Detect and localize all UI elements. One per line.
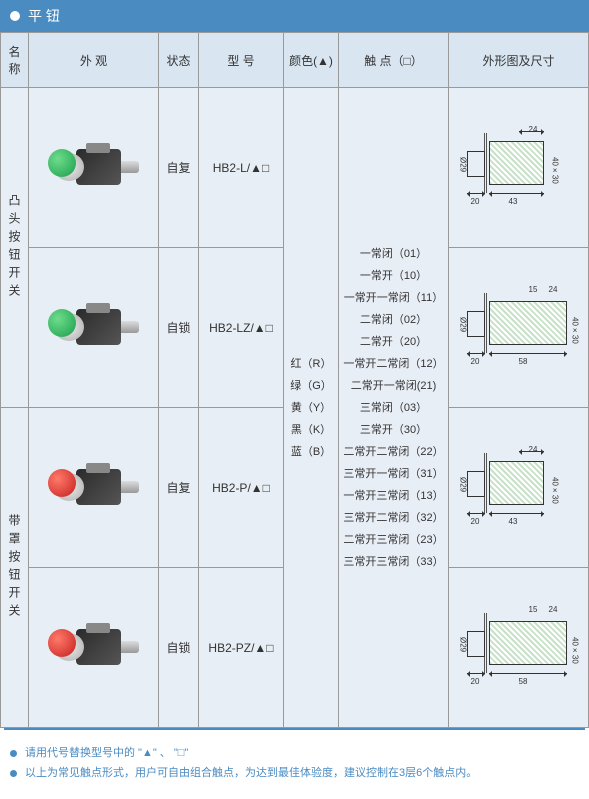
contact-item: 三常开一常闭（31） (343, 463, 444, 485)
dim-right: 40×30 (551, 477, 560, 504)
color-k: 黑（K） (288, 419, 334, 441)
contact-item: 二常开一常闭(21) (343, 375, 444, 397)
col-name: 名称 (1, 33, 29, 88)
note-2-text: 以上为常见触点形式，用户可自由组合触点，为达到最佳体验度，建议控制在3层6个触点… (25, 764, 477, 784)
dim-left: Ø29 (459, 637, 468, 652)
model-3: HB2-P/▲□ (199, 408, 284, 568)
color-r: 红（R） (288, 353, 334, 375)
model-2: HB2-LZ/▲□ (199, 248, 284, 408)
tech-drawing-icon: 24 40×30 Ø29 20 43 (459, 443, 579, 533)
note-row-2: 以上为常见触点形式，用户可自由组合触点，为达到最佳体验度，建议控制在3层6个触点… (10, 764, 579, 784)
header-row: 名称 外 观 状态 型 号 颜色(▲) 触 点（□） 外形图及尺寸 (1, 33, 589, 88)
col-status: 状态 (159, 33, 199, 88)
status-2: 自锁 (159, 248, 199, 408)
dim-right: 40×30 (571, 317, 580, 344)
footer-notes: 请用代号替换型号中的 "▲" 、 "□" 以上为常见触点形式，用户可自由组合触点… (0, 736, 589, 798)
col-model: 型 号 (199, 33, 284, 88)
dim-top: 24 (549, 605, 558, 614)
color-y: 黄（Y） (288, 397, 334, 419)
pushbutton-icon (46, 135, 141, 200)
contact-item: 二常开（20） (343, 331, 444, 353)
dim-left: Ø29 (459, 157, 468, 172)
tech-drawing-icon: 24 15 40×30 Ø29 20 58 (459, 283, 579, 373)
tech-drawing-icon: 24 40×30 Ø29 20 43 (459, 123, 579, 213)
contact-item: 一常开一常闭（11） (343, 287, 444, 309)
drawing-2: 24 15 40×30 Ø29 20 58 (449, 248, 589, 408)
dim-bl: 20 (471, 517, 480, 526)
contact-item: 一常开（10） (343, 265, 444, 287)
section-title: 平 钮 (28, 6, 60, 26)
contact-item: 一常开三常闭（13） (343, 485, 444, 507)
group-name-1: 凸头按钮开关 (1, 88, 29, 408)
dim-tl: 15 (529, 605, 538, 614)
pushbutton-icon (46, 455, 141, 520)
dim-bl: 20 (471, 677, 480, 686)
contact-item: 二常闭（02） (343, 309, 444, 331)
contact-item: 三常开（30） (343, 419, 444, 441)
dim-tl: 15 (529, 285, 538, 294)
dim-br: 43 (509, 517, 518, 526)
color-g: 绿（G） (288, 375, 334, 397)
dim-right: 40×30 (551, 157, 560, 184)
dim-left: Ø29 (459, 317, 468, 332)
drawing-4: 24 15 40×30 Ø29 20 58 (449, 568, 589, 728)
group-name-2: 带罩按钮开关 (1, 408, 29, 728)
spec-table: 名称 外 观 状态 型 号 颜色(▲) 触 点（□） 外形图及尺寸 凸头按钮开关… (0, 32, 589, 728)
tech-drawing-icon: 24 15 40×30 Ø29 20 58 (459, 603, 579, 693)
dim-bl: 20 (471, 197, 480, 206)
note-1-text: 请用代号替换型号中的 "▲" 、 "□" (25, 744, 188, 764)
col-drawing: 外形图及尺寸 (449, 33, 589, 88)
dim-br: 58 (519, 677, 528, 686)
contact-item: 一常闭（01） (343, 243, 444, 265)
status-1: 自复 (159, 88, 199, 248)
title-bullet-icon (10, 11, 20, 21)
note-row-1: 请用代号替换型号中的 "▲" 、 "□" (10, 744, 579, 764)
model-1: HB2-L/▲□ (199, 88, 284, 248)
color-b: 蓝（B） (288, 441, 334, 463)
bullet-icon (10, 750, 17, 757)
contact-options: 一常闭（01） 一常开（10） 一常开一常闭（11） 二常闭（02） 二常开（2… (339, 88, 449, 728)
appearance-img-3 (29, 408, 159, 568)
drawing-3: 24 40×30 Ø29 20 43 (449, 408, 589, 568)
contact-item: 二常开三常闭（23） (343, 529, 444, 551)
col-contact: 触 点（□） (339, 33, 449, 88)
contact-item: 三常开三常闭（33） (343, 551, 444, 573)
contact-item: 三常开二常闭（32） (343, 507, 444, 529)
status-3: 自复 (159, 408, 199, 568)
contact-item: 三常闭（03） (343, 397, 444, 419)
dim-bl: 20 (471, 357, 480, 366)
contact-item: 二常开二常闭（22） (343, 441, 444, 463)
col-appearance: 外 观 (29, 33, 159, 88)
dim-top: 24 (529, 125, 538, 134)
status-4: 自锁 (159, 568, 199, 728)
footer-rule (4, 728, 585, 730)
dim-top: 24 (549, 285, 558, 294)
model-4: HB2-PZ/▲□ (199, 568, 284, 728)
col-color: 颜色(▲) (284, 33, 339, 88)
bullet-icon (10, 770, 17, 777)
appearance-img-2 (29, 248, 159, 408)
table-row: 凸头按钮开关 自复 HB2-L/▲□ 红（R） 绿（G） 黄（Y） 黑（K） 蓝… (1, 88, 589, 248)
dim-br: 58 (519, 357, 528, 366)
dim-top: 24 (529, 445, 538, 454)
dim-br: 43 (509, 197, 518, 206)
pushbutton-icon (46, 295, 141, 360)
color-options: 红（R） 绿（G） 黄（Y） 黑（K） 蓝（B） (284, 88, 339, 728)
appearance-img-1 (29, 88, 159, 248)
dim-left: Ø29 (459, 477, 468, 492)
dim-right: 40×30 (571, 637, 580, 664)
contact-item: 一常开二常闭（12） (343, 353, 444, 375)
section-title-bar: 平 钮 (0, 0, 589, 32)
appearance-img-4 (29, 568, 159, 728)
pushbutton-icon (46, 615, 141, 680)
drawing-1: 24 40×30 Ø29 20 43 (449, 88, 589, 248)
